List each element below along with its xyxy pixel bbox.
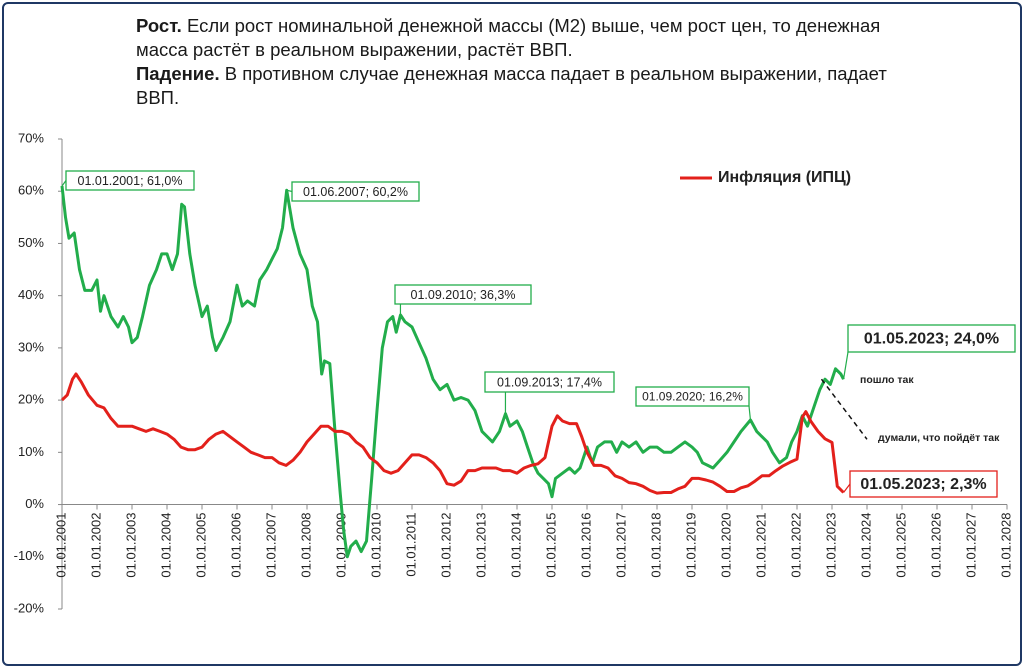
projection-line: [820, 378, 868, 440]
callout-box: [291, 181, 420, 202]
callout-box: [635, 386, 750, 407]
x-tick-label: 01.01.2028: [998, 513, 1013, 578]
y-tick-label: 0%: [25, 496, 44, 511]
x-tick-label: 01.01.2025: [893, 513, 908, 578]
callout-box: [847, 324, 1016, 353]
note: думали, что пойдёт так: [878, 432, 1000, 444]
fall-paragraph: Падение. В противном случае денежная мас…: [136, 62, 916, 110]
x-tick-label: 01.01.2005: [193, 513, 208, 578]
note: пошло так: [860, 374, 914, 386]
header: Рост. Если рост номинальной денежной мас…: [136, 14, 916, 110]
callout-leader: [748, 405, 752, 421]
series-line: [60, 185, 845, 559]
x-tick-label: 01.01.2018: [648, 513, 663, 578]
growth-label: Рост.: [136, 15, 182, 36]
y-tick-label: 10%: [18, 444, 44, 459]
y-tick-label: 60%: [18, 183, 44, 198]
x-tick-label: 01.01.2017: [613, 513, 628, 578]
callout-box: [849, 470, 998, 498]
y-tick-label: 70%: [18, 130, 44, 145]
x-tick-label: 01.01.2011: [403, 513, 418, 577]
x-tick-label: 01.01.2024: [858, 513, 873, 578]
x-tick-label: 01.01.2021: [753, 513, 768, 578]
x-tick-label: 01.01.2003: [123, 513, 138, 578]
x-tick-label: 01.01.2010: [368, 513, 383, 578]
x-tick-label: 01.01.2001: [53, 513, 68, 578]
callout-box: [484, 371, 615, 393]
callout-text: 01.09.2010; 36,3%: [411, 288, 516, 302]
x-tick-label: 01.01.2008: [298, 513, 313, 578]
y-tick-label: 40%: [18, 287, 44, 302]
y-tick-label: 50%: [18, 235, 44, 250]
callout-text: 01.05.2023; 2,3%: [860, 476, 986, 493]
callout-leader: [843, 483, 851, 493]
y-tick-label: -10%: [14, 548, 45, 563]
x-tick-label: 01.01.2019: [683, 513, 698, 578]
callout-leader: [286, 189, 293, 193]
growth-text: Если рост номинальной денежной массы (М2…: [136, 15, 881, 60]
x-tick-label: 01.01.2023: [823, 513, 838, 578]
x-tick-label: 01.01.2027: [963, 513, 978, 578]
callout-text: 01.09.2020; 16,2%: [642, 390, 743, 404]
x-tick-label: 01.01.2012: [438, 513, 453, 578]
x-tick-label: 01.01.2004: [158, 513, 173, 578]
series-line: [60, 372, 845, 495]
x-tick-label: 01.01.2020: [718, 513, 733, 578]
fall-text: В противном случае денежная масса падает…: [136, 63, 887, 108]
y-tick-label: -20%: [14, 600, 45, 615]
callout-text: 01.05.2023; 24,0%: [864, 331, 999, 348]
growth-paragraph: Рост. Если рост номинальной денежной мас…: [136, 14, 916, 62]
x-tick-label: 01.01.2022: [788, 513, 803, 578]
x-tick-label: 01.01.2015: [543, 513, 558, 578]
x-tick-label: 01.01.2014: [508, 513, 523, 578]
callout-box: [65, 170, 195, 191]
callout-text: 01.06.2007; 60,2%: [303, 185, 408, 199]
callout-text: 01.01.2001; 61,0%: [78, 174, 183, 188]
y-tick-label: 30%: [18, 339, 44, 354]
y-tick-label: 20%: [18, 392, 44, 407]
x-tick-label: 01.01.2013: [473, 513, 488, 578]
x-tick-label: 01.01.2006: [228, 513, 243, 578]
callout-leader: [61, 180, 67, 187]
x-tick-label: 01.01.2007: [263, 513, 278, 578]
x-tick-label: 01.01.2002: [88, 513, 103, 578]
fall-label: Падение.: [136, 63, 220, 84]
legend-label: Инфляция (ИПЦ): [718, 169, 851, 186]
callout-box: [394, 284, 532, 305]
x-tick-label: 01.01.2026: [928, 513, 943, 578]
callout-leader: [842, 351, 849, 380]
callout-text: 01.09.2013; 17,4%: [497, 375, 602, 389]
x-tick-label: 01.01.2016: [578, 513, 593, 578]
